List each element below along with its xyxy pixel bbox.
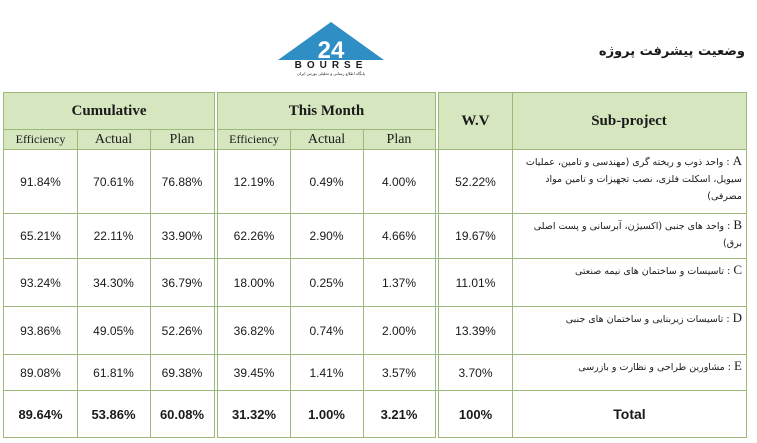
cum-plan-cell: 76.88% [161,174,203,189]
month-efficiency-header: Efficiency [218,129,290,149]
cumulative-block [3,92,215,438]
page-title: وضعیت پیشرفت پروژه [598,44,745,59]
cum-efficiency-cell: 65.21% [20,229,61,243]
subproject-header: Sub-project [512,93,746,149]
cum-plan-cell: 52.26% [161,323,203,338]
subproject-cell: E : مشاورین طراحی و نظارت و بازرسی [578,358,742,373]
wv-cell: 3.70% [458,365,493,380]
cum-actual-cell: 70.61% [93,174,134,189]
cum-plan-header: Plan [150,129,214,149]
right-block [438,92,747,438]
cum-plan-cell: 69.38% [161,365,203,380]
wv-cell: 13.39% [455,323,496,338]
month-plan-cell: 2.00% [381,323,417,338]
svg-text:24: 24 [318,37,345,64]
subproject-letter: C [733,262,742,277]
month-plan-cell: 1.37% [381,275,417,290]
progress-table: Cumulative This Month W.V Sub-project Ef… [3,92,747,438]
subproject-cell: C : تاسیسات و ساختمان های نیمه صنعتی [575,262,742,277]
total-month-efficiency: 31.32% [231,406,277,422]
cum-plan-cell: 33.90% [161,229,203,243]
this-month-block [217,92,436,438]
subproject-letter: D [732,310,742,325]
cum-actual-header: Actual [77,129,150,149]
total-cum-actual: 53.86% [91,406,136,422]
wv-cell: 19.67% [455,229,496,243]
cum-actual-cell: 61.81% [93,365,134,380]
total-wv: 100% [458,406,493,422]
cum-efficiency-cell: 89.08% [20,365,61,380]
svg-text:پایگاه اطلاع رسانی و تحلیلی بو: پایگاه اطلاع رسانی و تحلیلی بورس ایران [297,71,365,76]
subproject-cell: D : تاسیسات زیربنایی و ساختمان های جنبی [565,310,742,325]
bourse-logo: 24 BOURSE پایگاه اطلاع رسانی و تحلیلی بو… [278,22,384,76]
subproject-letter: B [733,217,742,232]
month-actual-cell: 1.41% [309,365,344,380]
month-efficiency-cell: 18.00% [233,275,275,290]
cum-actual-cell: 34.30% [93,275,134,290]
subproject-label: واحد ذوب و ریخته گری (مهندسی و تامین، عم… [525,157,742,202]
wv-cell: 52.22% [455,174,496,189]
total-month-actual: 1.00% [308,406,345,422]
total-month-plan: 3.21% [380,406,418,422]
total-label: Total [613,406,646,422]
month-actual-cell: 0.49% [309,174,344,189]
month-plan-header: Plan [363,129,435,149]
wv-header: W.V [439,93,512,149]
subproject-letter: A [732,153,742,168]
this-month-header: This Month [218,93,435,129]
cum-efficiency-cell: 91.84% [20,174,61,189]
month-actual-cell: 2.90% [309,229,344,243]
cum-efficiency-header: Efficiency [4,129,77,149]
month-efficiency-cell: 36.82% [233,323,275,338]
subproject-label: تاسیسات زیربنایی و ساختمان های جنبی [565,314,724,325]
month-plan-cell: 3.57% [381,365,417,380]
subproject-label: واحد های جنبی (اکسیژن، آبرسانی و پست اصل… [533,221,742,249]
total-cum-plan: 60.08% [159,406,205,422]
month-plan-cell: 4.66% [381,229,417,243]
subproject-label: مشاورین طراحی و نظارت و بازرسی [578,362,725,373]
wv-cell: 11.01% [455,275,496,290]
month-efficiency-cell: 12.19% [233,174,275,189]
month-actual-cell: 0.25% [309,275,344,290]
cum-plan-cell: 36.79% [161,275,203,290]
month-actual-header: Actual [290,129,363,149]
cum-actual-cell: 49.05% [93,323,134,338]
svg-text:BOURSE: BOURSE [295,60,368,71]
month-efficiency-cell: 62.26% [233,229,275,243]
cumulative-header: Cumulative [4,93,214,129]
cum-efficiency-cell: 93.24% [20,275,61,290]
subproject-cell: B : واحد های جنبی (اکسیژن، آبرسانی و پست… [533,217,742,249]
total-cum-efficiency: 89.64% [18,406,63,422]
month-efficiency-cell: 39.45% [233,365,275,380]
month-actual-cell: 0.74% [309,323,344,338]
subproject-cell: A : واحد ذوب و ریخته گری (مهندسی و تامین… [525,153,742,202]
subproject-label: تاسیسات و ساختمان های نیمه صنعتی [575,266,725,277]
cum-actual-cell: 22.11% [93,229,134,243]
cum-efficiency-cell: 93.86% [20,323,61,338]
month-plan-cell: 4.00% [381,174,417,189]
subproject-letter: E [734,358,742,373]
